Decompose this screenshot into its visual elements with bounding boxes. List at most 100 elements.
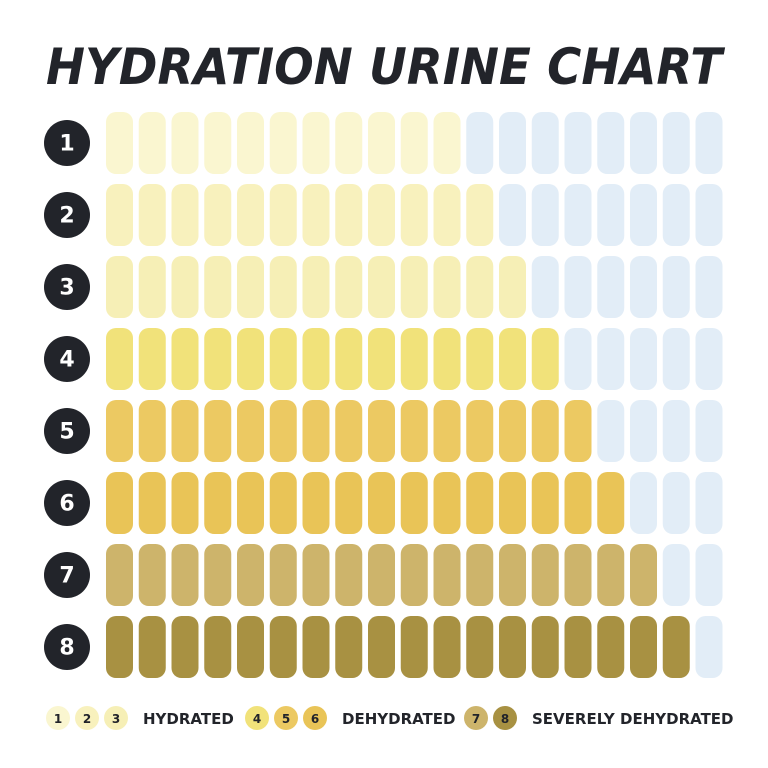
color-pill bbox=[106, 400, 133, 462]
color-pill bbox=[138, 256, 166, 318]
color-pill bbox=[204, 112, 232, 174]
legend-number: 5 bbox=[282, 712, 290, 726]
color-pill bbox=[269, 544, 297, 606]
color-pill bbox=[564, 256, 592, 318]
color-pill bbox=[171, 256, 199, 318]
color-pill bbox=[302, 544, 330, 606]
legend-dot bbox=[274, 706, 298, 730]
legend-label: DEHYDRATED bbox=[342, 710, 456, 728]
color-pill bbox=[499, 112, 526, 174]
color-pill bbox=[630, 616, 657, 678]
color-pill bbox=[597, 256, 625, 318]
color-pill bbox=[597, 112, 625, 174]
color-pill bbox=[368, 616, 395, 678]
color-pill bbox=[499, 616, 526, 678]
color-pill bbox=[302, 328, 330, 390]
color-pill bbox=[695, 256, 723, 318]
color-pill bbox=[695, 328, 723, 390]
color-pill bbox=[531, 400, 559, 462]
color-pill bbox=[400, 328, 428, 390]
color-pill bbox=[433, 184, 461, 246]
color-pill bbox=[302, 616, 330, 678]
color-pill bbox=[499, 472, 526, 534]
color-pill bbox=[335, 112, 363, 174]
color-pill bbox=[138, 616, 166, 678]
color-pill bbox=[269, 472, 297, 534]
color-pill bbox=[662, 616, 690, 678]
legend-dot bbox=[245, 706, 269, 730]
color-pill bbox=[237, 472, 264, 534]
row-number: 2 bbox=[59, 204, 74, 229]
color-pill bbox=[662, 544, 690, 606]
color-pill bbox=[466, 256, 494, 318]
row-badge bbox=[44, 624, 90, 670]
color-pill bbox=[106, 184, 133, 246]
color-pill bbox=[695, 184, 723, 246]
color-pill bbox=[630, 472, 657, 534]
legend-label: SEVERELY DEHYDRATED bbox=[532, 710, 734, 728]
color-pill bbox=[531, 256, 559, 318]
color-pill bbox=[171, 112, 199, 174]
legend-dot bbox=[464, 706, 488, 730]
color-pill bbox=[400, 616, 428, 678]
color-pill bbox=[171, 400, 199, 462]
color-pill bbox=[302, 184, 330, 246]
color-pill bbox=[662, 328, 690, 390]
color-pill bbox=[302, 256, 330, 318]
color-pill bbox=[138, 328, 166, 390]
color-pill bbox=[433, 400, 461, 462]
color-pill bbox=[466, 184, 494, 246]
color-pill bbox=[662, 400, 690, 462]
row-number: 1 bbox=[59, 132, 74, 157]
color-pill bbox=[564, 616, 592, 678]
color-pill bbox=[597, 616, 625, 678]
color-pill bbox=[695, 400, 723, 462]
color-pill bbox=[400, 112, 428, 174]
legend-dot bbox=[303, 706, 327, 730]
color-pill bbox=[204, 256, 232, 318]
color-pill bbox=[368, 184, 395, 246]
color-pill bbox=[237, 256, 264, 318]
color-pill bbox=[269, 112, 297, 174]
color-pill bbox=[335, 400, 363, 462]
color-pill bbox=[106, 544, 133, 606]
color-pill bbox=[662, 256, 690, 318]
color-pill bbox=[433, 544, 461, 606]
color-pill bbox=[433, 256, 461, 318]
color-pill bbox=[531, 328, 559, 390]
color-pill bbox=[564, 184, 592, 246]
color-pill bbox=[302, 472, 330, 534]
color-pill bbox=[433, 616, 461, 678]
color-pill bbox=[466, 112, 494, 174]
color-pill bbox=[564, 112, 592, 174]
color-pill bbox=[695, 616, 723, 678]
color-pill bbox=[597, 544, 625, 606]
color-pill bbox=[597, 328, 625, 390]
color-pill bbox=[695, 544, 723, 606]
legend-dot bbox=[104, 706, 128, 730]
row-number: 8 bbox=[59, 636, 74, 661]
color-pill bbox=[335, 544, 363, 606]
legend-dot bbox=[75, 706, 99, 730]
color-pill bbox=[564, 328, 592, 390]
row-badge bbox=[44, 552, 90, 598]
color-pill bbox=[564, 472, 592, 534]
color-pill bbox=[237, 328, 264, 390]
color-pill bbox=[138, 472, 166, 534]
color-pill bbox=[499, 328, 526, 390]
color-pill bbox=[269, 328, 297, 390]
color-pill bbox=[499, 256, 526, 318]
color-pill bbox=[433, 328, 461, 390]
color-pill bbox=[597, 400, 625, 462]
color-pill bbox=[368, 400, 395, 462]
row-badge bbox=[44, 264, 90, 310]
color-pill bbox=[171, 616, 199, 678]
color-pill bbox=[237, 400, 264, 462]
color-pill bbox=[204, 616, 232, 678]
color-pill bbox=[630, 184, 657, 246]
color-pill bbox=[138, 544, 166, 606]
color-pill bbox=[630, 328, 657, 390]
color-pill bbox=[564, 400, 592, 462]
color-pill bbox=[106, 328, 133, 390]
color-pill bbox=[106, 472, 133, 534]
